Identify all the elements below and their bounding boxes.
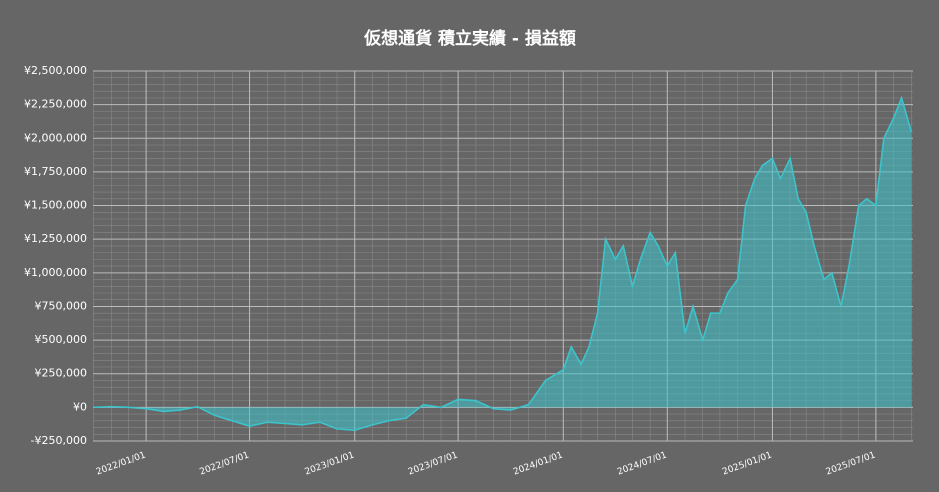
chart-title: 仮想通貨 積立実績 - 損益額 — [363, 28, 576, 49]
y-tick-label: ¥250,000 — [35, 367, 88, 380]
x-tick-label: 2024/07/01 — [616, 450, 668, 477]
y-tick-label: ¥750,000 — [35, 299, 88, 312]
x-tick-label: 2025/07/01 — [825, 450, 877, 477]
x-tick-label: 2025/01/01 — [721, 450, 773, 477]
x-tick-label: 2023/01/01 — [304, 450, 356, 477]
x-tick-label: 2024/01/01 — [512, 450, 564, 477]
area — [93, 97, 912, 431]
y-tick-label: -¥250,000 — [31, 434, 87, 447]
y-tick-label: ¥1,250,000 — [24, 232, 87, 245]
x-tick-label: 2022/07/01 — [198, 450, 250, 477]
y-tick-label: ¥0 — [73, 400, 87, 413]
line — [93, 95, 913, 432]
y-tick-label: ¥2,500,000 — [24, 64, 87, 77]
y-tick-label: ¥2,000,000 — [24, 131, 87, 144]
x-tick-label: 2022/01/01 — [95, 450, 147, 477]
x-tick-label: 2023/07/01 — [407, 450, 459, 477]
y-tick-label: ¥1,500,000 — [24, 199, 87, 212]
y-tick-label: ¥1,750,000 — [24, 165, 87, 178]
y-tick-label: ¥1,000,000 — [24, 266, 87, 279]
y-tick-label: ¥2,250,000 — [24, 98, 87, 111]
y-tick-label: ¥500,000 — [35, 333, 88, 346]
